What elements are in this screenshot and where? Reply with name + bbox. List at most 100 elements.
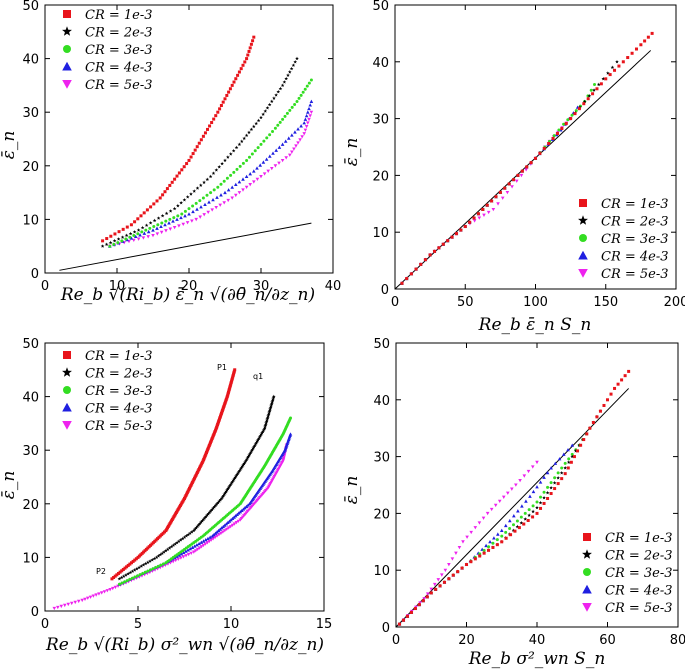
- y-tick-label: 50: [372, 0, 389, 14]
- legend-marker: [62, 80, 72, 89]
- data-point: [110, 586, 115, 591]
- data-point: [117, 230, 121, 234]
- data-point: [156, 554, 161, 558]
- data-point: [463, 225, 467, 229]
- data-point: [263, 425, 267, 429]
- data-point: [601, 76, 606, 81]
- data-point: [121, 567, 125, 571]
- data-point: [216, 110, 220, 114]
- data-point: [280, 83, 285, 87]
- data-point: [495, 538, 499, 542]
- data-point: [180, 536, 185, 541]
- data-point: [264, 419, 269, 424]
- data-point: [143, 570, 147, 574]
- data-point: [608, 73, 612, 77]
- data-point: [545, 470, 550, 475]
- data-point: [151, 228, 155, 232]
- data-point: [305, 84, 309, 88]
- data-point: [433, 249, 437, 253]
- data-point: [265, 418, 269, 422]
- data-point: [172, 225, 177, 230]
- data-point: [186, 548, 190, 552]
- data-point: [530, 465, 535, 469]
- data-point: [176, 214, 180, 218]
- data-point: [180, 168, 184, 172]
- series-4: [400, 105, 580, 285]
- data-point: [552, 480, 557, 485]
- data-point: [205, 513, 209, 517]
- data-point: [291, 63, 296, 67]
- data-point: [162, 550, 166, 554]
- data-point: [232, 170, 236, 174]
- data-point: [531, 504, 535, 508]
- data-point: [293, 102, 297, 106]
- data-point: [570, 454, 575, 459]
- data-point: [181, 550, 186, 555]
- data-point: [246, 53, 250, 57]
- y-tick-label: 10: [22, 551, 39, 566]
- data-point: [456, 570, 460, 574]
- data-point: [557, 457, 562, 461]
- data-point: [306, 121, 310, 125]
- legend-marker: [582, 549, 592, 559]
- data-point: [198, 215, 202, 219]
- legend-label: CR = 2e-3: [85, 26, 153, 41]
- data-point: [156, 223, 160, 227]
- data-point: [442, 580, 446, 584]
- data-point: [129, 561, 133, 565]
- data-point: [306, 110, 310, 114]
- data-point: [252, 180, 256, 184]
- data-point: [99, 591, 104, 595]
- data-point: [273, 164, 278, 168]
- data-point: [126, 563, 130, 567]
- data-point: [569, 460, 573, 464]
- data-point: [199, 540, 204, 544]
- data-point: [219, 193, 223, 197]
- data-point: [301, 90, 305, 94]
- data-point: [263, 422, 268, 427]
- data-point: [228, 87, 232, 91]
- data-point: [243, 60, 247, 64]
- data-point: [125, 565, 129, 569]
- data-point: [552, 134, 556, 138]
- data-point: [221, 100, 225, 104]
- x-tick-label: 10: [223, 617, 240, 632]
- data-point: [284, 76, 289, 81]
- data-point: [495, 543, 499, 547]
- data-point: [219, 531, 223, 536]
- data-point: [179, 556, 183, 560]
- data-point: [286, 136, 291, 140]
- data-point: [179, 215, 183, 220]
- data-point: [267, 411, 271, 415]
- data-point: [256, 118, 261, 123]
- data-point: [523, 511, 527, 515]
- data-point: [307, 106, 311, 111]
- data-point: [425, 592, 430, 596]
- series-1: [398, 369, 631, 626]
- data-point: [553, 461, 558, 465]
- data-point: [265, 136, 269, 140]
- data-point: [292, 147, 296, 151]
- data-point: [491, 541, 495, 545]
- data-point: [202, 213, 206, 217]
- data-point: [178, 538, 183, 542]
- data-point: [145, 560, 150, 565]
- data-point: [405, 614, 409, 618]
- data-point: [128, 570, 133, 575]
- data-point: [288, 432, 293, 436]
- data-point: [258, 163, 262, 167]
- data-point: [560, 127, 564, 131]
- data-point: [218, 203, 222, 207]
- reference-line: [395, 388, 630, 628]
- data-point: [132, 568, 137, 572]
- legend-label: CR = 5e-3: [85, 419, 153, 434]
- data-point: [639, 43, 643, 47]
- y-tick-label: 0: [381, 283, 389, 298]
- data-point: [108, 588, 112, 592]
- data-point: [303, 117, 308, 121]
- data-point: [472, 216, 476, 220]
- data-point: [188, 531, 192, 535]
- data-point: [250, 152, 254, 156]
- data-point: [564, 122, 568, 126]
- data-point: [198, 199, 202, 203]
